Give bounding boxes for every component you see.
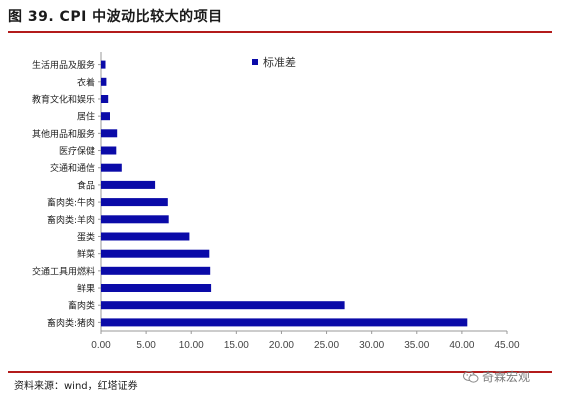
x-tick-label: 40.00	[449, 340, 474, 351]
legend-swatch	[252, 59, 258, 65]
bar	[101, 95, 109, 103]
bar	[101, 249, 210, 258]
category-label: 其他用品和服务	[32, 128, 95, 140]
x-tick-label: 15.00	[224, 340, 249, 351]
x-tick-label: 20.00	[269, 340, 294, 351]
legend-label: 标准差	[263, 55, 296, 69]
category-label: 畜肉类	[68, 300, 95, 312]
category-label: 衣着	[77, 76, 95, 88]
category-label: 居住	[77, 111, 95, 123]
category-label: 畜肉类:羊肉	[47, 214, 95, 226]
bar	[101, 60, 106, 69]
bar	[101, 146, 117, 155]
x-tick-label: 45.00	[494, 340, 519, 351]
category-label: 生活用品及服务	[32, 59, 95, 71]
bar	[101, 77, 107, 86]
footer-divider	[8, 371, 552, 373]
category-label: 畜肉类:牛肉	[47, 197, 95, 209]
bar	[101, 198, 168, 207]
watermark: 奇霖宏观	[463, 368, 530, 385]
bar	[101, 163, 122, 172]
category-label: 蛋类	[77, 231, 95, 243]
category-label: 交通和通信	[50, 162, 95, 174]
category-label: 医疗保健	[59, 145, 95, 157]
wechat-icon	[463, 370, 479, 383]
category-label: 鲜菜	[77, 248, 95, 260]
category-label: 畜肉类:猪肉	[47, 317, 95, 329]
bar	[101, 266, 211, 275]
bar	[101, 318, 468, 327]
x-tick-label: 5.00	[136, 340, 156, 351]
bar	[101, 215, 169, 224]
category-label: 食品	[77, 179, 95, 191]
bar	[101, 112, 110, 121]
bar	[101, 180, 156, 189]
x-tick-label: 30.00	[359, 340, 384, 351]
bar	[101, 301, 345, 310]
x-tick-label: 10.00	[179, 340, 204, 351]
source-note: 资料来源：wind，红塔证券	[14, 381, 138, 392]
watermark-text: 奇霖宏观	[482, 370, 531, 384]
bar	[101, 284, 212, 292]
x-tick-label: 35.00	[404, 340, 429, 351]
category-label: 交通工具用燃料	[32, 265, 95, 277]
category-label: 教育文化和娱乐	[32, 93, 95, 105]
category-label: 鲜果	[77, 283, 95, 295]
figure-title: 图 39. CPI 中波动比较大的项目	[8, 9, 223, 25]
x-tick-label: 25.00	[314, 340, 339, 351]
x-tick-label: 0.00	[91, 340, 111, 351]
bar	[101, 232, 190, 241]
title-divider	[8, 31, 552, 33]
bar	[101, 129, 118, 138]
